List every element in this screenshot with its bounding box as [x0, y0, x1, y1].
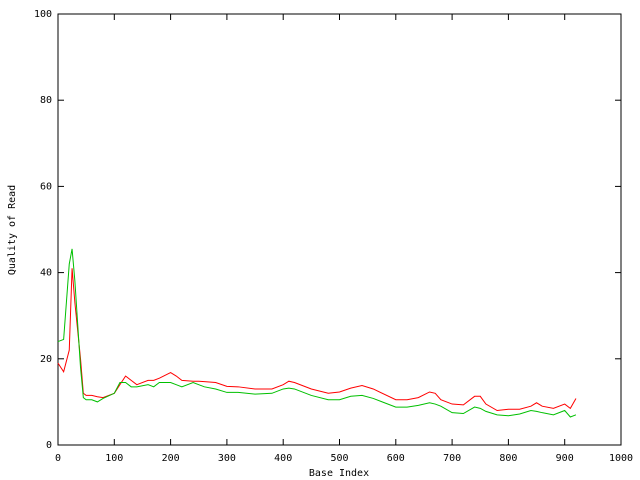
x-tick-label: 600 — [387, 453, 405, 464]
y-axis-label: Quality of Read — [7, 185, 18, 275]
y-tick-label: 0 — [46, 440, 52, 451]
series-line — [57, 268, 577, 412]
x-tick-label: 500 — [330, 453, 348, 464]
x-tick-label: 700 — [443, 453, 461, 464]
plot-frame — [57, 13, 622, 446]
x-tick-label: 200 — [162, 453, 180, 464]
x-tick-label: 900 — [556, 453, 574, 464]
x-tick-label: 1000 — [609, 453, 633, 464]
y-tick-label: 100 — [34, 9, 52, 20]
y-tick-label: 80 — [40, 95, 52, 106]
x-tick-label: 400 — [274, 453, 292, 464]
x-tick-label: 100 — [105, 453, 123, 464]
y-tick-label: 40 — [40, 268, 52, 279]
x-axis-label: Base Index — [309, 468, 369, 479]
x-tick-label: 0 — [55, 453, 61, 464]
y-tick-label: 60 — [40, 181, 52, 192]
series-line — [57, 248, 577, 418]
x-tick-label: 800 — [499, 453, 517, 464]
y-tick-label: 20 — [40, 354, 52, 365]
x-tick-label: 300 — [218, 453, 236, 464]
